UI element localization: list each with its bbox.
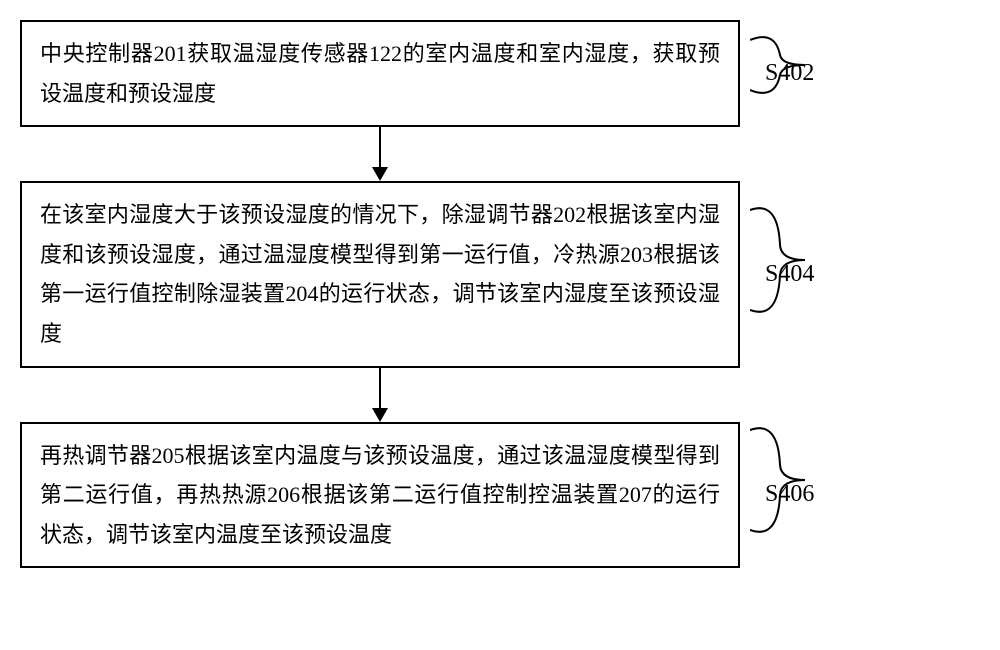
arrow-head-icon bbox=[372, 167, 388, 181]
arrow-down bbox=[20, 127, 740, 181]
arrow-line bbox=[379, 127, 381, 167]
arrow-head-icon bbox=[372, 408, 388, 422]
brace-connector bbox=[750, 420, 810, 540]
step-box-s404: 在该室内湿度大于该预设湿度的情况下，除湿调节器202根据该室内湿度和该预设湿度，… bbox=[20, 181, 740, 367]
step-box-s402: 中央控制器201获取温湿度传感器122的室内温度和室内湿度，获取预设温度和预设湿… bbox=[20, 20, 740, 127]
brace-connector bbox=[750, 30, 810, 100]
arrow-line bbox=[379, 368, 381, 408]
step-text: 再热调节器205根据该室内温度与该预设温度，通过该温湿度模型得到第二运行值，再热… bbox=[40, 443, 720, 547]
brace-connector bbox=[750, 200, 810, 320]
arrow-down bbox=[20, 368, 740, 422]
flowchart-container: 中央控制器201获取温湿度传感器122的室内温度和室内湿度，获取预设温度和预设湿… bbox=[20, 20, 980, 568]
flow-step: 中央控制器201获取温湿度传感器122的室内温度和室内湿度，获取预设温度和预设湿… bbox=[20, 20, 980, 127]
flow-step: 再热调节器205根据该室内温度与该预设温度，通过该温湿度模型得到第二运行值，再热… bbox=[20, 422, 980, 569]
flow-step: 在该室内湿度大于该预设湿度的情况下，除湿调节器202根据该室内湿度和该预设湿度，… bbox=[20, 181, 980, 367]
step-box-s406: 再热调节器205根据该室内温度与该预设温度，通过该温湿度模型得到第二运行值，再热… bbox=[20, 422, 740, 569]
step-text: 中央控制器201获取温湿度传感器122的室内温度和室内湿度，获取预设温度和预设湿… bbox=[40, 41, 720, 106]
step-text: 在该室内湿度大于该预设湿度的情况下，除湿调节器202根据该室内湿度和该预设湿度，… bbox=[40, 202, 720, 346]
